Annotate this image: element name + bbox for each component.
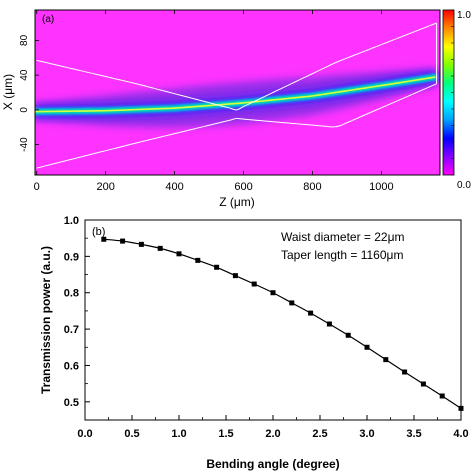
- panel-b-label: (b): [92, 226, 105, 238]
- x-tick-label: 0.5: [124, 428, 139, 440]
- y-tick-label: -40: [19, 137, 30, 152]
- x-tick-label: 800: [303, 181, 321, 193]
- x-tick-label: 1000: [369, 181, 393, 193]
- data-point-marker: [345, 332, 351, 338]
- y-tick-label: 0.6: [64, 360, 79, 372]
- y-tick-label: 0.9: [64, 251, 79, 263]
- x-tick-label: 1.5: [218, 428, 233, 440]
- x-tick-label: 4.0: [453, 428, 468, 440]
- y-tick-label: 80: [19, 34, 30, 46]
- taper-outline-upper: [36, 22, 437, 111]
- field-plot-frame: [34, 9, 441, 176]
- x-tick-label: 600: [234, 181, 252, 193]
- panel-b-x-axis-label: Bending angle (degree): [206, 457, 339, 471]
- data-point-marker: [402, 369, 408, 375]
- data-point-marker: [420, 381, 426, 387]
- x-tick-label: 3.5: [406, 428, 421, 440]
- x-tick-label: 400: [165, 181, 183, 193]
- taper-outline-lower: [36, 83, 437, 169]
- data-point-marker: [270, 290, 276, 296]
- annotation-waist-diameter: Waist diameter = 22μm: [281, 230, 405, 244]
- x-tick-label: 0: [34, 181, 40, 193]
- panel-a-x-axis-label: Z (μm): [219, 195, 255, 209]
- y-tick-label: 1.0: [64, 215, 79, 227]
- data-point-marker: [138, 241, 144, 247]
- data-point-marker: [458, 405, 464, 411]
- panel-a-y-axis-label: X (μm): [1, 74, 15, 110]
- y-tick-label: 0.8: [64, 288, 79, 300]
- data-point-marker: [176, 251, 182, 257]
- data-point-marker: [157, 245, 163, 251]
- data-point-marker: [364, 344, 370, 350]
- data-point-marker: [251, 281, 257, 287]
- data-point-marker: [383, 357, 389, 363]
- data-point-marker: [439, 393, 445, 399]
- y-tick-label: 0: [19, 107, 30, 113]
- x-tick-label: 200: [96, 181, 114, 193]
- panel-b-y-axis-label: Transmission power (a.u.): [39, 246, 53, 394]
- x-tick-label: 2.0: [265, 428, 280, 440]
- colorbar-max-label: 1.0: [457, 10, 471, 21]
- data-point-marker: [232, 273, 238, 279]
- panel-a-label: (a): [42, 14, 54, 25]
- data-point-marker: [289, 300, 295, 306]
- y-tick-label: 0.5: [64, 397, 79, 409]
- data-point-marker: [308, 310, 314, 316]
- y-tick-label: 0.7: [64, 324, 79, 336]
- panel-b-transmission-plot: (b) Waist diameter = 22μm Taper length =…: [39, 215, 469, 471]
- data-point-marker: [195, 257, 201, 263]
- x-tick-label: 3.0: [359, 428, 374, 440]
- x-tick-label: 2.5: [312, 428, 327, 440]
- x-tick-label: 1.0: [171, 428, 186, 440]
- data-point-marker: [101, 236, 107, 242]
- x-tick-label: 0.0: [77, 428, 92, 440]
- annotation-taper-length: Taper length = 1160μm: [281, 248, 403, 262]
- y-tick-label: 40: [19, 69, 30, 81]
- data-point-marker: [120, 238, 126, 244]
- data-point-marker: [326, 321, 332, 327]
- data-point-marker: [214, 264, 220, 270]
- colorbar-min-label: 0.0: [457, 180, 471, 191]
- beam-layer: [35, 76, 436, 113]
